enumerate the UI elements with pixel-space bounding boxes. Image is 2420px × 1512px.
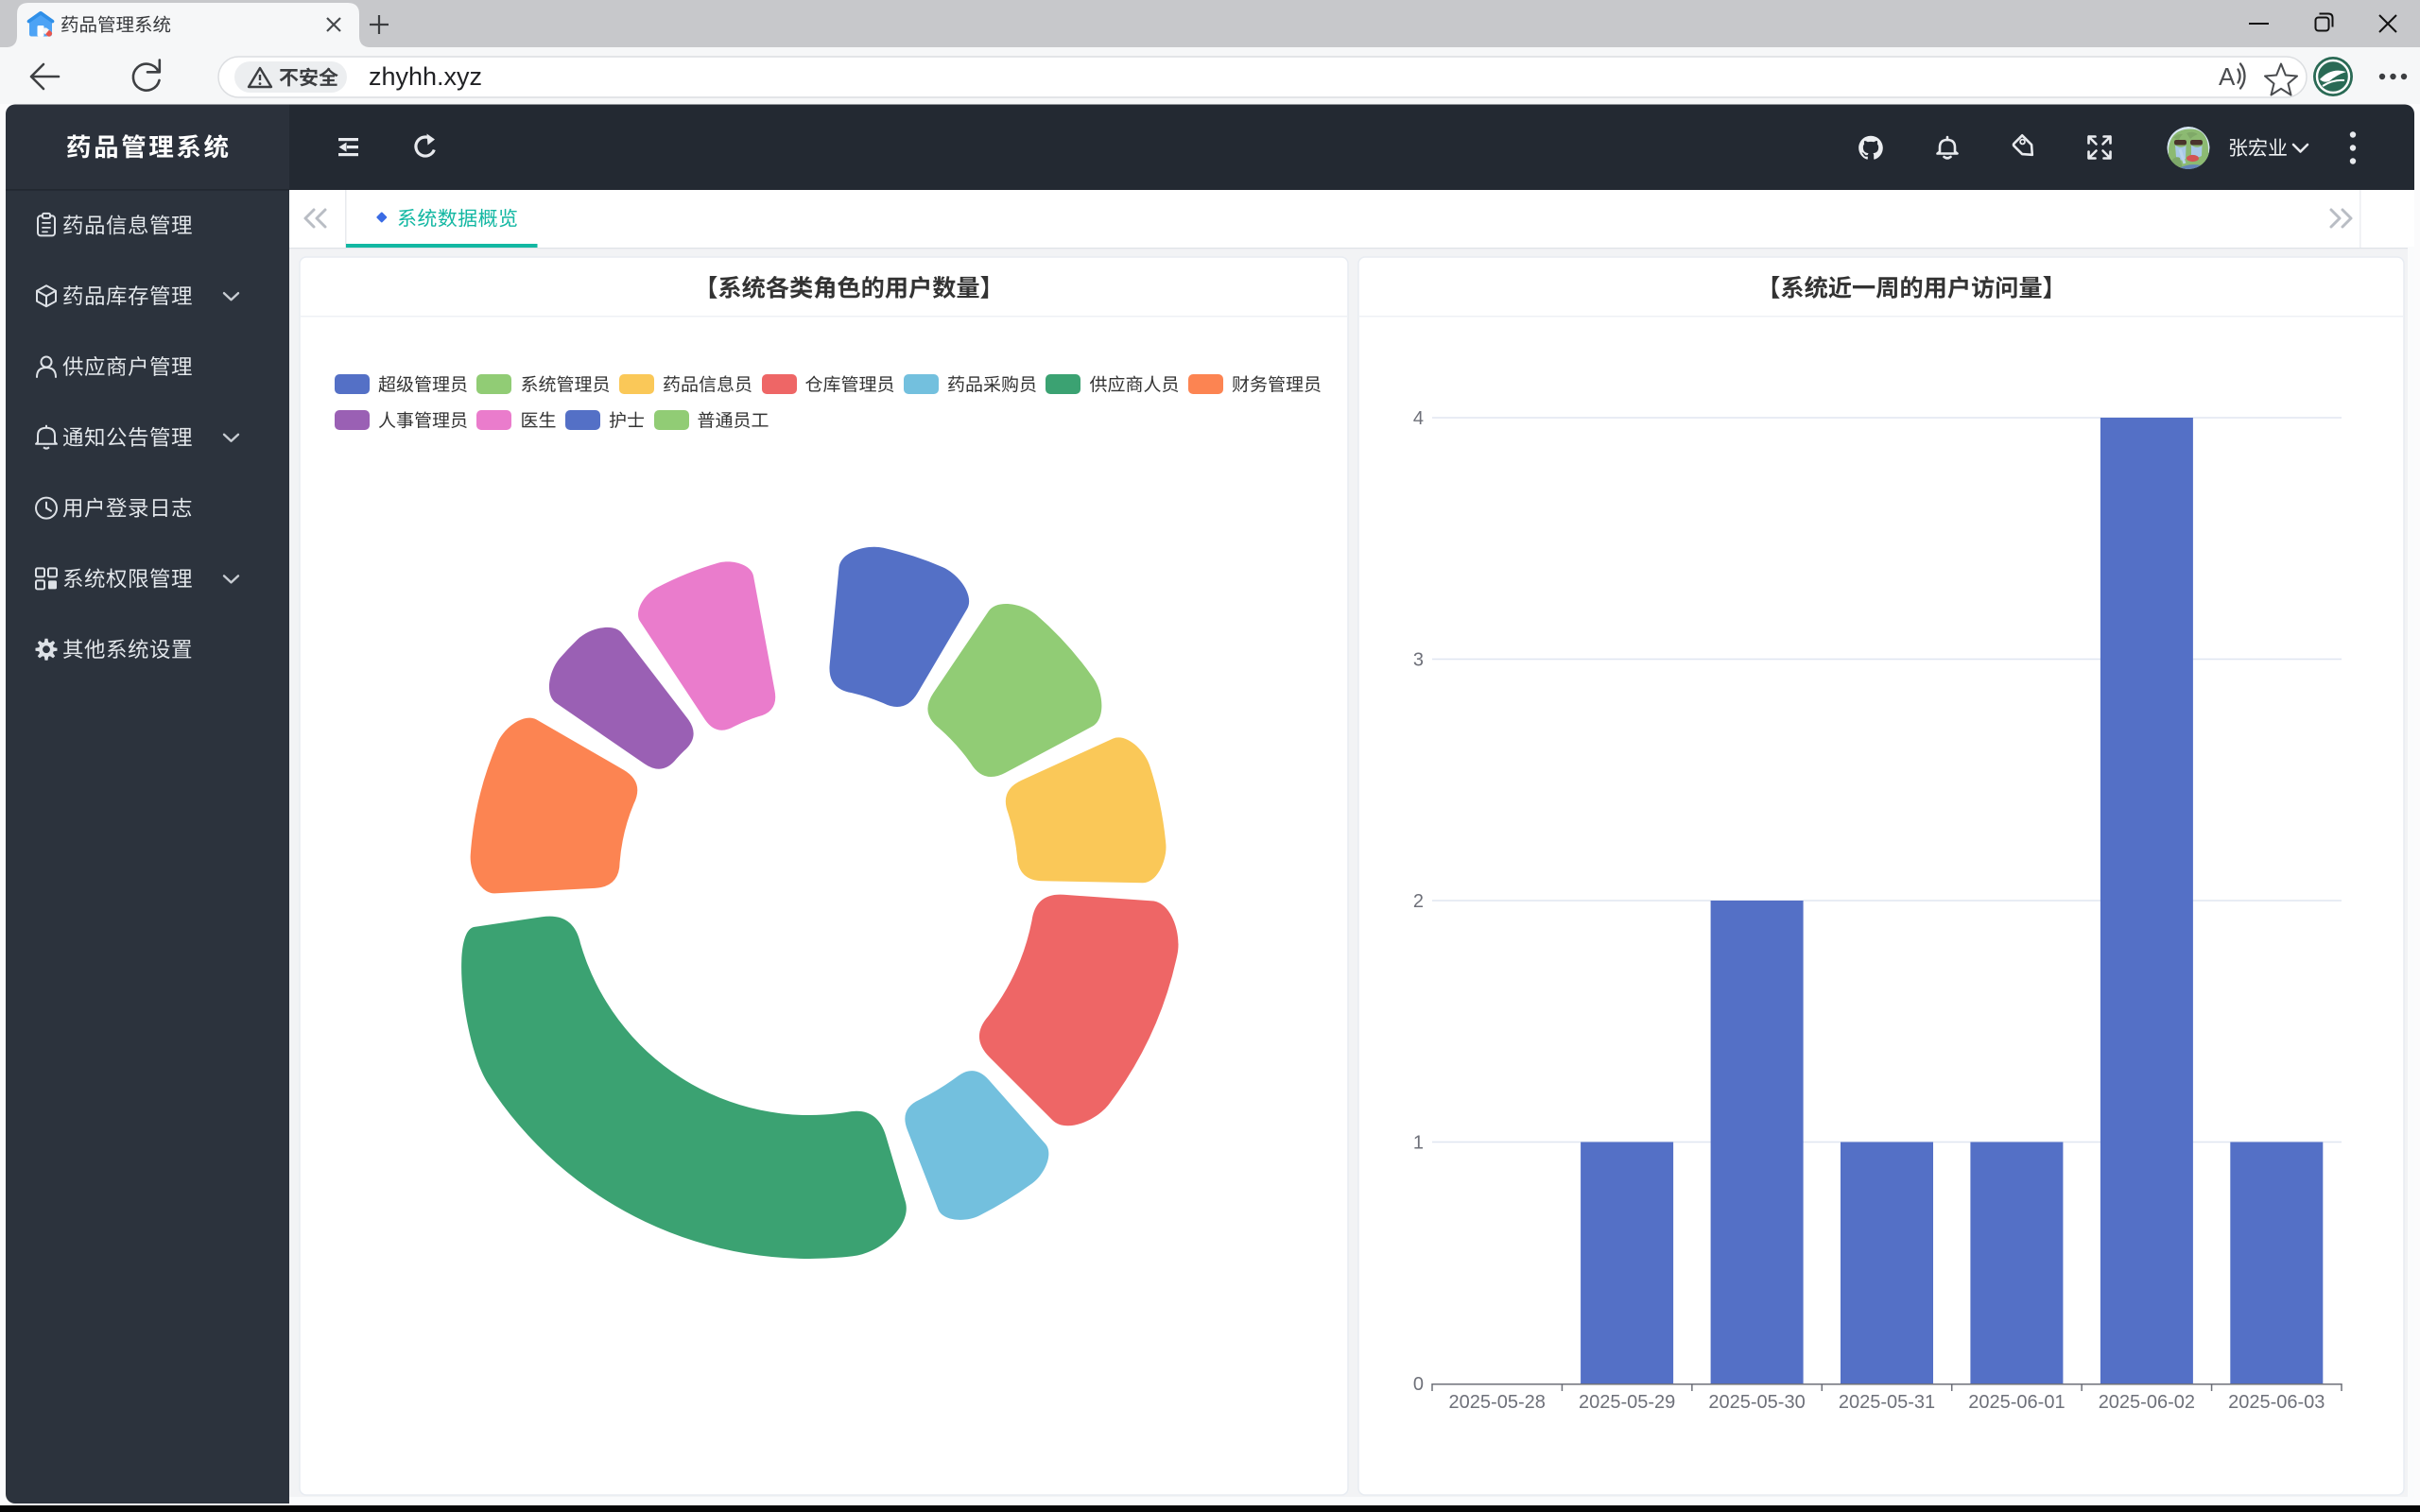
svg-text:zhyhh.xyz: zhyhh.xyz — [369, 62, 482, 91]
svg-text:2025-05-31: 2025-05-31 — [1839, 1392, 1935, 1413]
svg-text:0: 0 — [1413, 1374, 1424, 1395]
svg-text:3: 3 — [1413, 650, 1424, 671]
svg-text:2: 2 — [1413, 891, 1424, 912]
svg-text:1: 1 — [1413, 1133, 1424, 1154]
svg-text:2025-05-30: 2025-05-30 — [1708, 1392, 1805, 1413]
svg-text:2025-05-29: 2025-05-29 — [1579, 1392, 1675, 1413]
svg-text:4: 4 — [1413, 408, 1424, 429]
svg-text:2025-06-03: 2025-06-03 — [2228, 1392, 2325, 1413]
svg-text:2025-05-28: 2025-05-28 — [1449, 1392, 1546, 1413]
svg-text:A: A — [2219, 62, 2236, 91]
svg-text:2025-06-01: 2025-06-01 — [1968, 1392, 2065, 1413]
svg-text:2025-06-02: 2025-06-02 — [2099, 1392, 2195, 1413]
